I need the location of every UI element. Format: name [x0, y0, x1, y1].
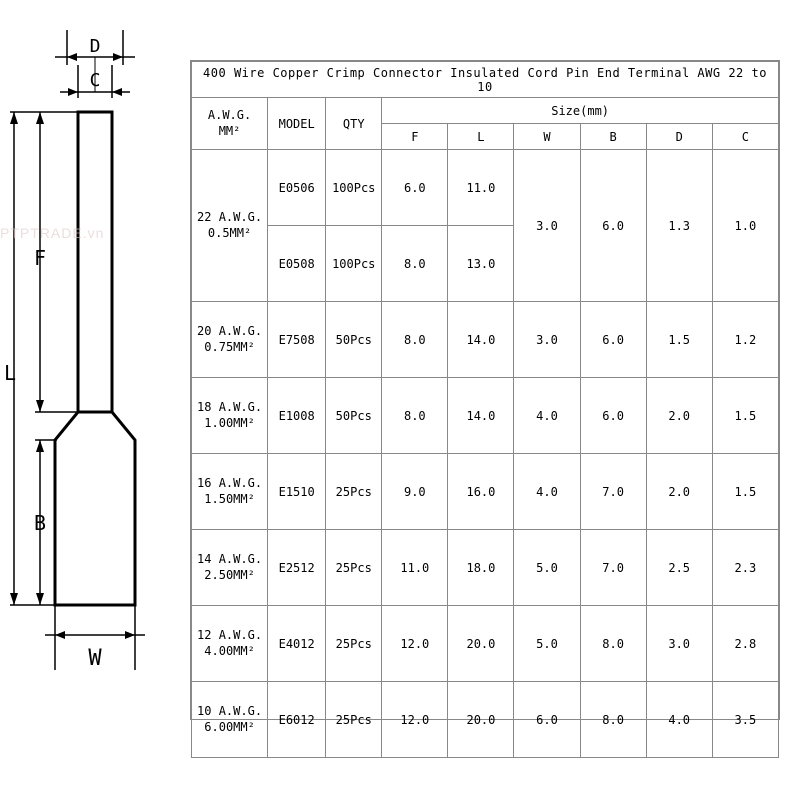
cell-L: 20.0	[448, 682, 514, 758]
cell-awg: 20 A.W.G. 0.75MM²	[192, 302, 268, 378]
cell-model: E0508	[268, 226, 326, 302]
cell-C: 2.3	[712, 530, 778, 606]
dim-D-label: D	[90, 36, 101, 57]
cell-awg: 22 A.W.G. 0.5MM²	[192, 150, 268, 302]
col-model: MODEL	[268, 98, 326, 150]
col-size: Size(mm)	[382, 98, 779, 124]
cell-L: 13.0	[448, 226, 514, 302]
cell-C: 1.5	[712, 454, 778, 530]
cell-B: 8.0	[580, 682, 646, 758]
cell-awg: 16 A.W.G. 1.50MM²	[192, 454, 268, 530]
cell-W: 5.0	[514, 530, 580, 606]
cell-D: 1.5	[646, 302, 712, 378]
table-row: 20 A.W.G. 0.75MM² E7508 50Pcs 8.0 14.0 3…	[192, 302, 779, 378]
dim-F-label: F	[34, 246, 46, 270]
cell-F: 8.0	[382, 226, 448, 302]
cell-B: 7.0	[580, 454, 646, 530]
cell-B: 8.0	[580, 606, 646, 682]
cell-awg: 10 A.W.G. 6.00MM²	[192, 682, 268, 758]
cell-W: 4.0	[514, 378, 580, 454]
dim-L-label: L	[4, 361, 16, 385]
cell-W: 6.0	[514, 682, 580, 758]
col-F: F	[382, 124, 448, 150]
cell-B: 6.0	[580, 378, 646, 454]
cell-F: 9.0	[382, 454, 448, 530]
cell-qty: 25Pcs	[326, 454, 382, 530]
dim-B-label: B	[34, 511, 46, 535]
cell-qty: 25Pcs	[326, 606, 382, 682]
table-title: 400 Wire Copper Crimp Connector Insulate…	[192, 62, 779, 98]
watermark-text: PTPTRADE.vn	[0, 225, 104, 241]
cell-C: 1.5	[712, 378, 778, 454]
cell-F: 11.0	[382, 530, 448, 606]
cell-model: E1008	[268, 378, 326, 454]
cell-D: 2.5	[646, 530, 712, 606]
cell-model: E0506	[268, 150, 326, 226]
cell-W: 4.0	[514, 454, 580, 530]
cell-model: E2512	[268, 530, 326, 606]
cell-qty: 100Pcs	[326, 226, 382, 302]
col-D: D	[646, 124, 712, 150]
table-row: 12 A.W.G. 4.00MM² E4012 25Pcs 12.0 20.0 …	[192, 606, 779, 682]
cell-qty: 25Pcs	[326, 682, 382, 758]
col-B: B	[580, 124, 646, 150]
cell-D: 2.0	[646, 454, 712, 530]
cell-L: 16.0	[448, 454, 514, 530]
table-row: 22 A.W.G. 0.5MM² E0506 100Pcs 6.0 11.0 3…	[192, 150, 779, 226]
table-header-row: A.W.G. MM² MODEL QTY Size(mm)	[192, 98, 779, 124]
cell-F: 8.0	[382, 302, 448, 378]
cell-L: 11.0	[448, 150, 514, 226]
cell-B: 6.0	[580, 150, 646, 302]
cell-W: 3.0	[514, 302, 580, 378]
cell-model: E4012	[268, 606, 326, 682]
col-L: L	[448, 124, 514, 150]
cell-F: 12.0	[382, 606, 448, 682]
cell-F: 12.0	[382, 682, 448, 758]
cell-qty: 25Pcs	[326, 530, 382, 606]
cell-C: 1.0	[712, 150, 778, 302]
table-row: 10 A.W.G. 6.00MM² E6012 25Pcs 12.0 20.0 …	[192, 682, 779, 758]
cell-D: 4.0	[646, 682, 712, 758]
cell-L: 18.0	[448, 530, 514, 606]
cell-F: 8.0	[382, 378, 448, 454]
col-W: W	[514, 124, 580, 150]
cell-F: 6.0	[382, 150, 448, 226]
cell-C: 2.8	[712, 606, 778, 682]
cell-qty: 100Pcs	[326, 150, 382, 226]
cell-qty: 50Pcs	[326, 302, 382, 378]
cell-awg: 12 A.W.G. 4.00MM²	[192, 606, 268, 682]
cell-qty: 50Pcs	[326, 378, 382, 454]
table-row: 14 A.W.G. 2.50MM² E2512 25Pcs 11.0 18.0 …	[192, 530, 779, 606]
col-qty: QTY	[326, 98, 382, 150]
cell-W: 5.0	[514, 606, 580, 682]
cell-B: 7.0	[580, 530, 646, 606]
cell-L: 20.0	[448, 606, 514, 682]
cell-B: 6.0	[580, 302, 646, 378]
cell-W: 3.0	[514, 150, 580, 302]
cell-C: 3.5	[712, 682, 778, 758]
col-awg: A.W.G. MM²	[192, 98, 268, 150]
cell-C: 1.2	[712, 302, 778, 378]
cell-model: E6012	[268, 682, 326, 758]
cell-awg: 18 A.W.G. 1.00MM²	[192, 378, 268, 454]
spec-table: 400 Wire Copper Crimp Connector Insulate…	[190, 60, 780, 720]
cell-model: E7508	[268, 302, 326, 378]
cell-L: 14.0	[448, 302, 514, 378]
cell-L: 14.0	[448, 378, 514, 454]
terminal-diagram: D C L	[0, 30, 190, 710]
cell-D: 2.0	[646, 378, 712, 454]
col-C: C	[712, 124, 778, 150]
cell-model: E1510	[268, 454, 326, 530]
dim-W-label: W	[88, 646, 102, 671]
table-row: 16 A.W.G. 1.50MM² E1510 25Pcs 9.0 16.0 4…	[192, 454, 779, 530]
cell-D: 1.3	[646, 150, 712, 302]
table-row: 18 A.W.G. 1.00MM² E1008 50Pcs 8.0 14.0 4…	[192, 378, 779, 454]
cell-D: 3.0	[646, 606, 712, 682]
cell-awg: 14 A.W.G. 2.50MM²	[192, 530, 268, 606]
table-title-row: 400 Wire Copper Crimp Connector Insulate…	[192, 62, 779, 98]
